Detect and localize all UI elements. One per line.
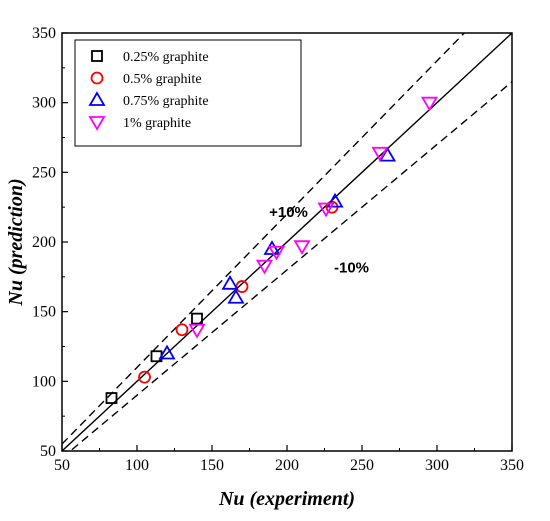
data-point [317,202,335,218]
y-tick-label: 250 [32,164,56,181]
data-point [420,96,439,112]
data-point [255,259,274,275]
reference-lines [62,33,512,451]
x-tick-label: 150 [200,457,224,474]
series-3 [158,146,397,360]
data-point [138,370,151,384]
y-tick-label: 50 [40,443,56,460]
y-tick-label: 200 [32,234,56,251]
legend-label: 1% graphite [123,116,191,131]
data-point [263,240,281,255]
reference-line-dashed [69,81,512,451]
y-axis-ticks: 50 100 150 200 250 300 350 [32,25,68,460]
legend-marker [88,116,106,131]
y-tick-label: 350 [32,25,56,42]
x-tick-label: 300 [425,457,449,474]
x-tick-label: 350 [500,457,524,474]
legend-box [74,39,302,147]
legend-marker [90,71,104,85]
series-4 [188,96,439,339]
data-point [158,344,176,360]
x-tick-label: 100 [125,457,149,474]
data-points [105,96,439,404]
data-point [267,245,286,261]
y-tick-label: 150 [32,304,56,321]
data-point [175,323,189,337]
data-point [105,392,118,404]
data-point [188,323,206,339]
legend: 0.25% graphite 0.5% graphite 0.75% graphit… [74,39,302,147]
x-tick-label: 250 [350,457,374,474]
legend-marker [88,91,106,106]
legend-marker [91,50,103,62]
x-axis-title: Nu (experiment) [218,488,355,510]
band-annotation: +10% [269,204,308,221]
data-point [326,192,344,208]
y-tick-label: 100 [32,373,56,390]
data-point [293,240,311,255]
data-point [371,146,389,162]
plot-frame [61,32,513,452]
reference-line-identity [62,33,512,451]
y-tick-label: 300 [32,95,56,112]
legend-label: 0.75% graphite [123,94,209,109]
annotations: +10% -10% [269,204,369,277]
legend-label: 0.25% graphite [123,50,209,65]
data-point [227,288,245,304]
reference-line-dashed [62,33,466,445]
x-tick-label: 50 [54,457,70,474]
legend-label: 0.5% graphite [123,72,202,87]
x-axis-ticks: 50 100 150 200 250 300 350 [54,445,524,474]
data-point [221,275,239,290]
y-axis-title: Nu (prediction) [5,178,27,306]
band-annotation: -10% [334,260,369,277]
data-point [191,312,203,325]
x-tick-label: 200 [275,457,299,474]
